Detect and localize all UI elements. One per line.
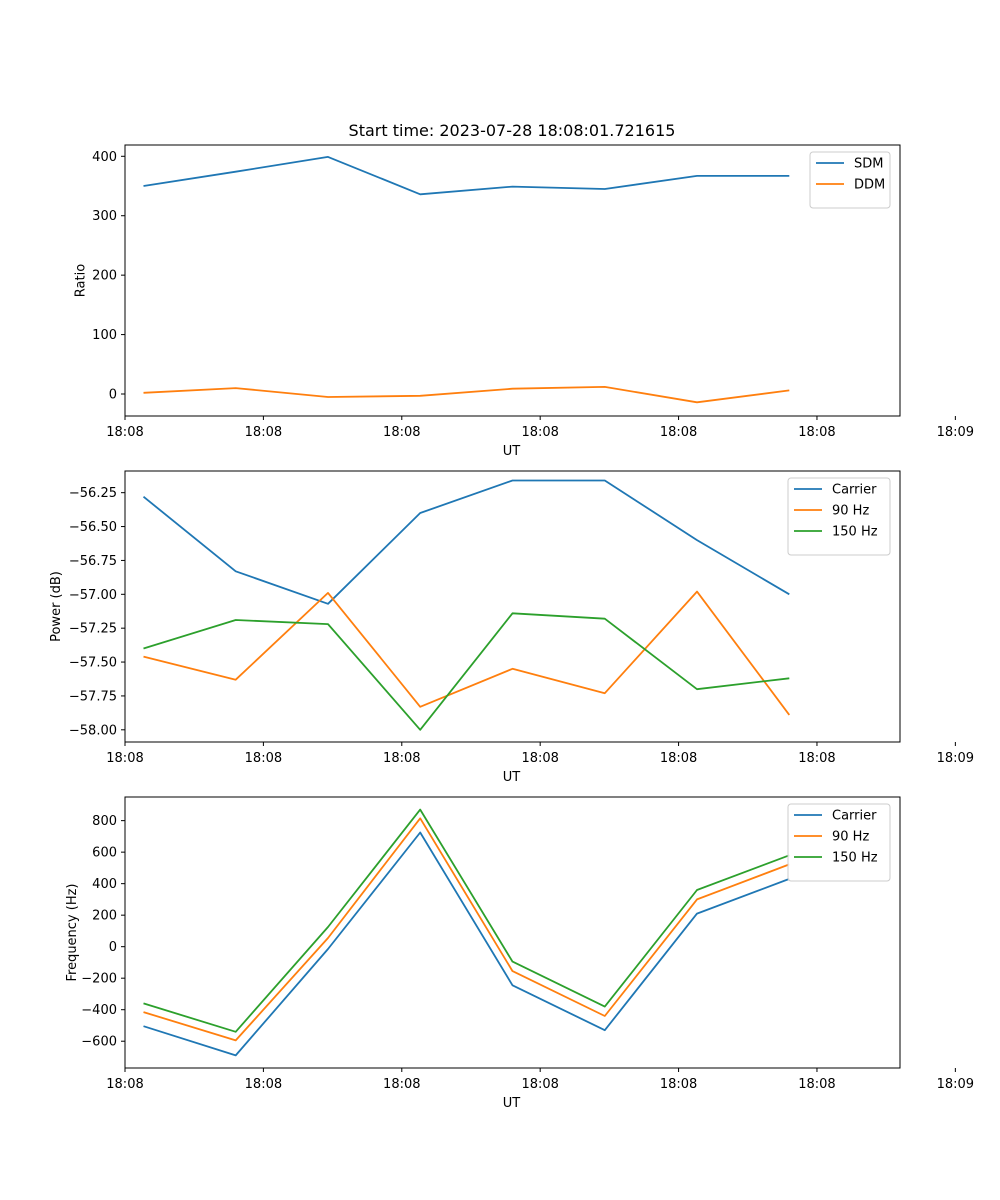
y-tick-label: 0 — [109, 940, 117, 955]
series-line-90-hz — [143, 817, 790, 1042]
y-tick-label: 100 — [92, 328, 117, 343]
series-line-carrier — [142, 479, 790, 605]
x-tick-label: 18:08 — [521, 751, 558, 766]
y-axis-label: Power (dB) — [49, 571, 64, 642]
y-tick-label: −56.50 — [69, 520, 117, 535]
x-tick-label: 18:09 — [937, 425, 974, 440]
y-tick-label: 0 — [109, 388, 117, 403]
legend: SDM DDM — [809, 151, 891, 209]
series-line-90-hz — [143, 590, 791, 716]
series-line-150-hz — [143, 612, 790, 731]
legend-label-150-hz: 150 Hz — [832, 525, 878, 540]
chart-panel-3: 18:08 18:08 18:08 18:08 18:08 18:08 18:09 −600 −… — [65, 796, 974, 1111]
legend-label-sdm: SDM — [854, 157, 883, 172]
x-tick-label: 18:08 — [521, 1077, 558, 1092]
chart-title: Start time: 2023-07-28 18:08:01.721615 — [349, 121, 676, 140]
y-tick-label: −57.25 — [69, 622, 117, 637]
x-tick-label: 18:08 — [798, 751, 835, 766]
legend-label-carrier: Carrier — [832, 809, 877, 824]
legend-label-ddm: DDM — [854, 178, 885, 193]
series-line-sdm — [143, 155, 790, 196]
legend-label-90-hz: 90 Hz — [832, 830, 869, 845]
y-tick-label: −57.50 — [69, 656, 117, 671]
x-tick-label: 18:08 — [106, 425, 143, 440]
x-axis-label: UT — [503, 770, 521, 785]
y-tick-label: −57.00 — [69, 588, 117, 603]
x-axis-label: UT — [503, 1096, 521, 1111]
x-tick-label: 18:08 — [798, 425, 835, 440]
y-tick-label: 800 — [92, 814, 117, 829]
legend-label-150-hz: 150 Hz — [832, 851, 878, 866]
x-tick-label: 18:08 — [383, 425, 420, 440]
chart-panel-1: 18:08 18:08 18:08 18:08 18:08 18:08 18:09 0 100 2… — [73, 144, 974, 459]
y-tick-label: 400 — [92, 877, 117, 892]
series-line-ddm — [143, 385, 790, 404]
x-tick-label: 18:08 — [245, 1077, 282, 1092]
y-tick-label: 200 — [92, 269, 117, 284]
x-tick-label: 18:08 — [106, 1077, 143, 1092]
legend-box — [787, 477, 891, 556]
x-tick-label: 18:08 — [245, 425, 282, 440]
legend-label-90-hz: 90 Hz — [832, 504, 869, 519]
legend-label-carrier: Carrier — [832, 483, 877, 498]
x-tick-label: 18:09 — [937, 1077, 974, 1092]
x-tick-label: 18:08 — [245, 751, 282, 766]
x-tick-label: 18:08 — [106, 751, 143, 766]
x-tick-label: 18:08 — [383, 751, 420, 766]
x-tick-label: 18:08 — [660, 425, 697, 440]
chart-panel-2: 18:08 18:08 18:08 18:08 18:08 18:08 18:09 −58.0… — [49, 470, 974, 785]
y-tick-label: 300 — [92, 209, 117, 224]
legend-box — [809, 151, 891, 209]
legend: Carrier 90 Hz 150 Hz — [787, 477, 891, 556]
axes-frame — [124, 796, 901, 1069]
y-tick-label: −58.00 — [69, 723, 117, 738]
y-tick-label: −57.75 — [69, 689, 117, 704]
legend: Carrier 90 Hz 150 Hz — [787, 803, 891, 882]
y-tick-label: −56.75 — [69, 554, 117, 569]
y-tick-label: 200 — [92, 909, 117, 924]
x-tick-label: 18:08 — [660, 751, 697, 766]
series-line-carrier — [143, 831, 790, 1057]
y-tick-label: −600 — [81, 1035, 117, 1050]
y-tick-label: −400 — [81, 1003, 117, 1018]
y-axis-label: Frequency (Hz) — [65, 883, 80, 981]
y-axis-label: Ratio — [73, 264, 88, 297]
x-tick-label: 18:08 — [660, 1077, 697, 1092]
charts-container: 18:08 18:08 18:08 18:08 18:08 18:08 18:09 0 100 2… — [49, 144, 974, 1111]
y-tick-label: 600 — [92, 846, 117, 861]
y-tick-label: −56.25 — [69, 486, 117, 501]
x-tick-label: 18:09 — [937, 751, 974, 766]
axes-frame — [124, 144, 901, 417]
legend-box — [787, 803, 891, 882]
y-tick-label: −200 — [81, 972, 117, 987]
y-tick-label: 400 — [92, 150, 117, 165]
x-tick-label: 18:08 — [383, 1077, 420, 1092]
x-tick-label: 18:08 — [798, 1077, 835, 1092]
x-tick-label: 18:08 — [521, 425, 558, 440]
x-axis-label: UT — [503, 444, 521, 459]
axes-frame — [124, 470, 901, 743]
series-line-150-hz — [143, 808, 790, 1033]
